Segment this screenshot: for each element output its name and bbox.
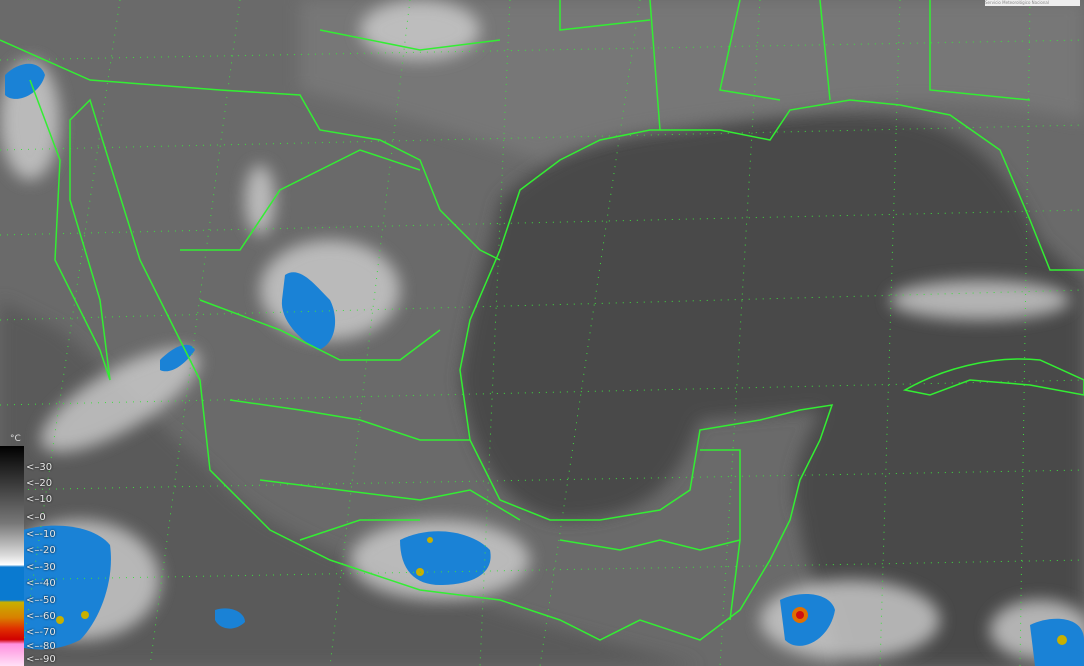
legend-label: <–30 bbox=[26, 462, 53, 473]
legend-label: <–-40 bbox=[26, 578, 56, 589]
legend-label: <–-70 bbox=[26, 627, 56, 638]
us-mexico-border bbox=[0, 39, 501, 261]
pacific-ocean bbox=[0, 300, 700, 666]
legend-label: <–-10 bbox=[26, 529, 56, 540]
legend-unit: °C bbox=[10, 434, 21, 444]
cold-cloud-tops bbox=[0, 63, 1084, 666]
legend-label: <–20 bbox=[26, 478, 53, 489]
source-caption: Servicio Meteorológico Nacional bbox=[985, 0, 1080, 6]
legend-label: <–-80 bbox=[26, 641, 56, 652]
very-cold-cloud-tops bbox=[56, 537, 1067, 645]
cuba bbox=[902, 358, 1084, 396]
legend-color-bar bbox=[0, 446, 24, 666]
legend-label: <–-30 bbox=[26, 562, 56, 573]
coastlines-borders bbox=[0, 0, 1084, 641]
legend-label: <–-50 bbox=[26, 595, 56, 606]
legend-label: <–-20 bbox=[26, 545, 56, 556]
legend-label: <–0 bbox=[26, 512, 46, 523]
legend-label: <–-90 bbox=[26, 654, 56, 665]
temperature-legend: °C <–30 <–20 <–10 <–0 <–-10 <–-20 <–-30 … bbox=[0, 432, 70, 666]
legend-label: <–-60 bbox=[26, 611, 56, 622]
gulf-of-mexico bbox=[460, 113, 1084, 666]
mexico-coast bbox=[29, 79, 1084, 641]
legend-label: <–10 bbox=[26, 494, 53, 505]
